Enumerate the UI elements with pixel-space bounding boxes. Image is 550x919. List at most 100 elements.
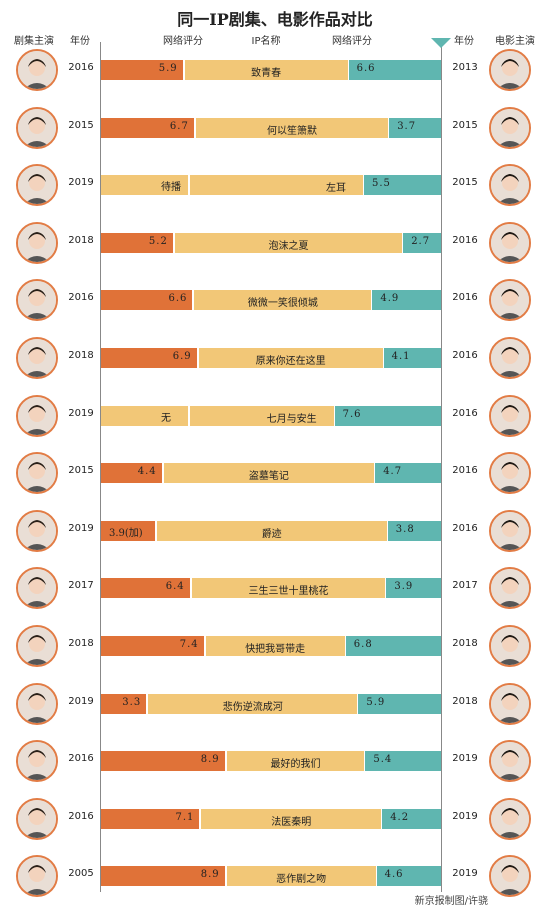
tv-score-bar bbox=[101, 866, 225, 887]
ip-name-bar bbox=[226, 751, 365, 772]
film-actor-avatar bbox=[489, 682, 531, 725]
actor-portrait-icon bbox=[491, 454, 529, 493]
tv-year: 2019 bbox=[68, 177, 94, 189]
actor-portrait-icon bbox=[18, 396, 56, 435]
ip-name: 微微一笑很倾城 bbox=[247, 298, 318, 310]
actor-portrait-icon bbox=[18, 454, 56, 493]
ip-name: 悲伤逆流成河 bbox=[222, 701, 283, 713]
credit-text: 新京报制图/许骁 bbox=[414, 896, 488, 907]
ip-name-bar bbox=[190, 175, 363, 196]
tv-score-label: 5.9 bbox=[158, 63, 178, 74]
tv-score-bar bbox=[101, 520, 155, 541]
tv-actor-avatar bbox=[16, 567, 58, 610]
tv-score-label: 无 bbox=[161, 412, 171, 424]
film-actor-avatar bbox=[489, 337, 531, 379]
tv-year: 2017 bbox=[68, 580, 94, 592]
ip-name-bar bbox=[194, 290, 372, 311]
table-row: 2018 7.4 快把我哥带走 6.8 2018 bbox=[0, 617, 550, 675]
actor-portrait-icon bbox=[18, 166, 56, 205]
film-score-label: 4.1 bbox=[391, 351, 411, 362]
tv-year: 2019 bbox=[68, 695, 94, 707]
film-actor-avatar bbox=[489, 625, 531, 667]
film-year: 2018 bbox=[452, 638, 478, 649]
actor-portrait-icon bbox=[18, 281, 56, 320]
tv-year: 2015 bbox=[68, 119, 94, 131]
film-score-label: 5.9 bbox=[366, 696, 386, 708]
ip-name: 泡沫之夏 bbox=[268, 240, 309, 252]
tv-score-label: 5.2 bbox=[148, 235, 168, 247]
film-score-label: 3.7 bbox=[397, 120, 417, 132]
actor-portrait-icon bbox=[18, 799, 56, 838]
film-year: 2016 bbox=[452, 234, 478, 246]
actor-portrait-icon bbox=[18, 339, 56, 377]
table-row: 2016 6.6 微微一笑很倾城 4.9 2016 bbox=[0, 271, 550, 329]
ip-name: 何以笙箫默 bbox=[267, 125, 317, 137]
actor-portrait-icon bbox=[18, 627, 56, 665]
tv-score-bar bbox=[101, 175, 188, 196]
film-year: 2019 bbox=[452, 868, 478, 880]
actor-portrait-icon bbox=[18, 108, 56, 147]
film-score-label: 6.6 bbox=[356, 63, 376, 74]
film-actor-avatar bbox=[489, 452, 531, 495]
ip-name: 爵迹 bbox=[261, 528, 282, 540]
chart-title: 同一IP剧集、电影作品对比 bbox=[177, 10, 373, 29]
film-actor-avatar bbox=[489, 509, 531, 552]
ip-name: 三生三世十里桃花 bbox=[248, 586, 329, 598]
actor-portrait-icon bbox=[18, 511, 56, 550]
actor-portrait-icon bbox=[18, 569, 56, 608]
film-score-label: 5.4 bbox=[373, 754, 393, 766]
ip-name: 致青春 bbox=[251, 68, 282, 79]
film-actor-avatar bbox=[489, 855, 531, 898]
film-year: 2019 bbox=[452, 753, 478, 765]
tv-score-bar bbox=[101, 578, 190, 599]
table-row: 2019 3.3 悲伤逆流成河 5.9 2018 bbox=[0, 675, 550, 733]
film-score-bar bbox=[345, 636, 441, 656]
film-score-bar bbox=[365, 751, 441, 772]
tv-actor-avatar bbox=[16, 221, 58, 264]
film-score-label: 6.8 bbox=[353, 639, 373, 650]
film-score-bar bbox=[383, 348, 441, 368]
tv-year: 2005 bbox=[68, 868, 94, 880]
film-year: 2017 bbox=[452, 580, 478, 592]
film-year: 2016 bbox=[452, 465, 478, 477]
tv-score-label: 7.4 bbox=[179, 639, 199, 650]
tv-year: 2015 bbox=[68, 465, 94, 477]
actor-portrait-icon bbox=[491, 223, 529, 262]
film-score-bar bbox=[403, 232, 441, 253]
tv-score-label: 6.4 bbox=[165, 581, 185, 593]
film-score-label: 7.6 bbox=[342, 408, 362, 420]
tv-actor-avatar bbox=[16, 625, 58, 667]
film-score-bar bbox=[375, 463, 441, 484]
film-score-bar bbox=[364, 175, 441, 196]
film-score-label: 4.7 bbox=[383, 466, 403, 478]
ip-name-bar bbox=[190, 405, 334, 426]
tv-score-label: 6.7 bbox=[169, 120, 189, 132]
table-row: 2019 3.9(加) 爵迹 3.8 2016 bbox=[0, 502, 550, 560]
film-score-label: 4.2 bbox=[390, 811, 410, 823]
tv-year: 2019 bbox=[68, 407, 94, 419]
table-row: 2015 4.4 盗墓笔记 4.7 2016 bbox=[0, 444, 550, 502]
tv-score-bar bbox=[101, 463, 162, 484]
actor-portrait-icon bbox=[491, 108, 529, 147]
film-year: 2015 bbox=[452, 177, 478, 189]
ip-name: 最好的我们 bbox=[270, 759, 321, 771]
film-year: 2019 bbox=[452, 810, 478, 822]
tv-actor-avatar bbox=[16, 797, 58, 840]
ip-name-bar bbox=[148, 693, 358, 714]
tv-year: 2018 bbox=[68, 638, 94, 649]
actor-portrait-icon bbox=[491, 569, 529, 608]
actor-portrait-icon bbox=[18, 51, 56, 89]
actor-portrait-icon bbox=[18, 684, 56, 723]
tv-year: 2016 bbox=[68, 62, 94, 73]
film-actor-avatar bbox=[489, 567, 531, 610]
tv-score-label: 4.4 bbox=[137, 466, 157, 478]
film-year: 2016 bbox=[452, 407, 478, 419]
film-actor-avatar bbox=[489, 106, 531, 149]
film-score-bar bbox=[334, 405, 441, 426]
actor-portrait-icon bbox=[491, 166, 529, 205]
tv-score-bar bbox=[101, 405, 188, 426]
left-axis-line bbox=[100, 42, 101, 892]
actor-portrait-icon bbox=[491, 511, 529, 550]
ip-name-bar bbox=[195, 117, 389, 138]
tv-year: 2018 bbox=[68, 234, 94, 246]
